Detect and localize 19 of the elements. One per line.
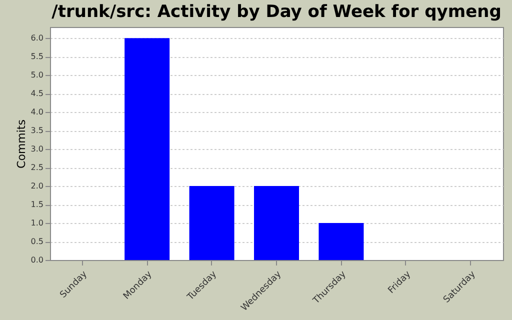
y-tick-label: 0.0 (30, 256, 44, 264)
y-tick-label: 2.5 (30, 163, 44, 172)
y-axis-title: Commits (14, 119, 28, 168)
bar (318, 223, 364, 260)
y-tick-label: 3.0 (30, 144, 44, 154)
y-tick-label: 0.5 (30, 237, 44, 246)
y-tick-label: 1.0 (30, 218, 44, 228)
y-tick-label: 4.5 (30, 89, 44, 98)
chart-title: /trunk/src: Activity by Day of Week for qymeng (52, 2, 502, 22)
bar (189, 186, 234, 260)
y-tick-label: 5.0 (30, 70, 44, 80)
y-tick-label: 1.5 (30, 200, 44, 210)
y-tick-label: 2.0 (30, 182, 44, 191)
y-tick-label: 6.0 (30, 34, 44, 43)
bar (254, 186, 299, 260)
y-tick-label: 3.5 (30, 126, 44, 136)
y-tick-label: 4.0 (30, 108, 44, 117)
y-tick-label: 5.5 (30, 52, 44, 62)
bar (124, 38, 170, 260)
